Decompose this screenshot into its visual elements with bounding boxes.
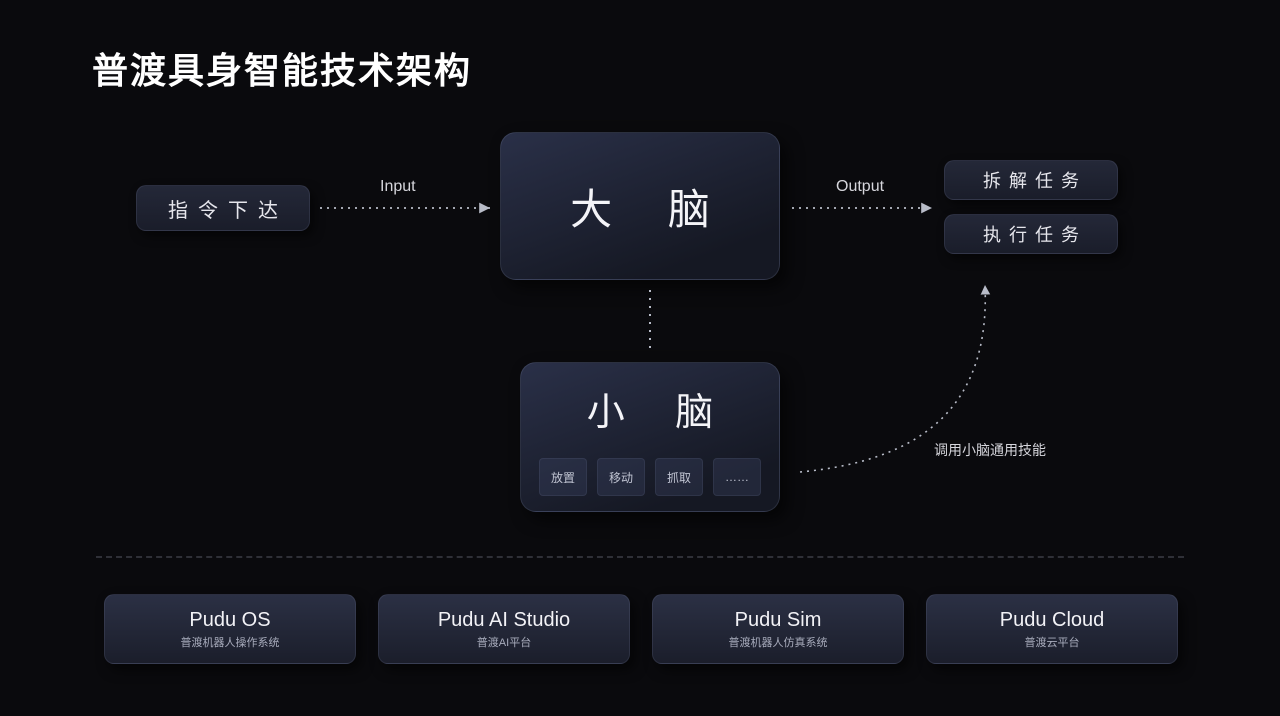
platform-sub: 普渡AI平台 — [477, 634, 531, 650]
platform-sub: 普渡机器人操作系统 — [181, 634, 280, 650]
platform-title: Pudu Cloud — [1000, 609, 1105, 632]
node-cerebellum: 小 脑 放置 移动 抓取 …… — [520, 362, 780, 512]
node-output-decompose: 拆解任务 — [944, 160, 1118, 200]
node-label: 指令下达 — [158, 194, 288, 223]
edge-label-input: Input — [380, 178, 416, 196]
skill-item: 放置 — [539, 458, 587, 496]
node-label: 执行任务 — [975, 221, 1087, 247]
node-brain: 大 脑 — [500, 132, 780, 280]
platform-pudu-os: Pudu OS 普渡机器人操作系统 — [104, 594, 356, 664]
section-divider — [96, 556, 1184, 558]
edge-label-output: Output — [836, 178, 884, 196]
page-title: 普渡具身智能技术架构 — [92, 42, 472, 94]
skill-item: 抓取 — [655, 458, 703, 496]
platform-title: Pudu Sim — [735, 609, 822, 632]
node-output-execute: 执行任务 — [944, 214, 1118, 254]
node-input-command: 指令下达 — [136, 185, 310, 231]
node-label: 小 脑 — [567, 381, 734, 436]
skill-row: 放置 移动 抓取 …… — [539, 458, 761, 496]
platform-pudu-sim: Pudu Sim 普渡机器人仿真系统 — [652, 594, 904, 664]
node-label: 拆解任务 — [975, 167, 1087, 193]
skill-item: 移动 — [597, 458, 645, 496]
platform-title: Pudu AI Studio — [438, 609, 570, 632]
platform-sub: 普渡机器人仿真系统 — [729, 634, 828, 650]
platform-pudu-cloud: Pudu Cloud 普渡云平台 — [926, 594, 1178, 664]
platform-pudu-ai-studio: Pudu AI Studio 普渡AI平台 — [378, 594, 630, 664]
edge-label-callback: 调用小脑通用技能 — [934, 440, 1046, 460]
platform-title: Pudu OS — [189, 609, 270, 632]
diagram-canvas: 普渡具身智能技术架构 指令下达 大 脑 拆解任务 执行任务 小 脑 放置 移动 … — [0, 0, 1280, 716]
node-label: 大 脑 — [548, 176, 732, 237]
platform-sub: 普渡云平台 — [1025, 634, 1080, 650]
skill-item: …… — [713, 458, 761, 496]
